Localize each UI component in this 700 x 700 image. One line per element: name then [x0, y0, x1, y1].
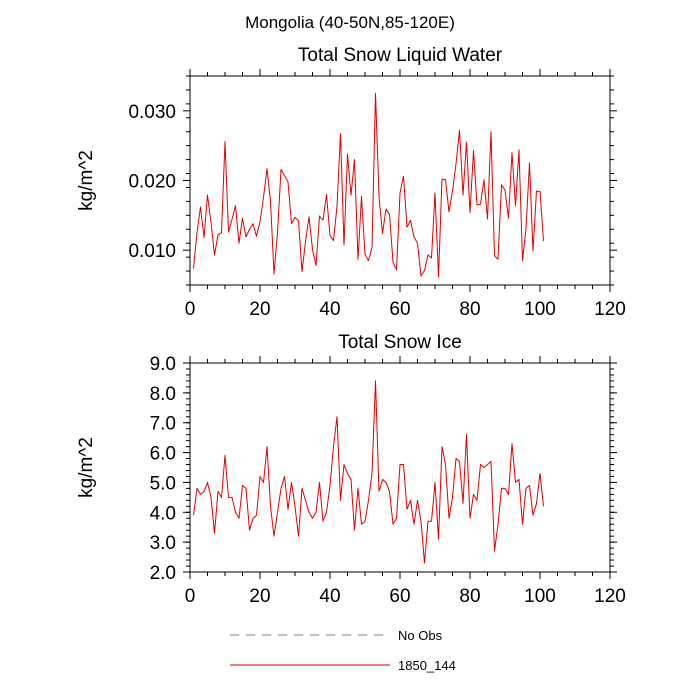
- series-line-1850-144: [193, 380, 544, 564]
- chart-title: Total Snow Liquid Water: [298, 45, 503, 66]
- x-tick-label: 80: [459, 586, 480, 607]
- legend: No Obs 1850_144: [230, 628, 456, 673]
- x-tick-label: 100: [524, 299, 556, 320]
- y-tick-label: 2.0: [150, 563, 176, 584]
- x-tick-label: 60: [389, 299, 410, 320]
- x-tick-label: 100: [524, 586, 556, 607]
- y-tick-label: 4.0: [150, 503, 176, 524]
- legend-item-1850-144: 1850_144: [230, 658, 456, 673]
- legend-label-1850-144: 1850_144: [398, 658, 456, 673]
- legend-label-no-obs: No Obs: [398, 628, 443, 643]
- plot-frame: [189, 75, 611, 286]
- x-tick-label: 40: [319, 586, 340, 607]
- x-tick-label: 0: [185, 299, 196, 320]
- page-title: Mongolia (40-50N,85-120E): [245, 13, 455, 32]
- y-tick-label: 0.020: [128, 172, 176, 193]
- chart-total-snow-ice: Total Snow Ice kg/m^2 0 20 40 60 80 100 120 2.0 3.…: [76, 332, 626, 607]
- y-tick-label: 9.0: [150, 354, 176, 375]
- y-tick-label: 3.0: [150, 533, 176, 554]
- series-line-1850-144: [193, 92, 544, 278]
- legend-item-no-obs: No Obs: [230, 628, 443, 643]
- x-tick-label: 120: [594, 586, 626, 607]
- y-axis-label: kg/m^2: [76, 150, 97, 211]
- y-tick-label: 5.0: [150, 473, 176, 494]
- y-tick-label: 0.010: [128, 241, 176, 262]
- y-tick-label: 0.030: [128, 102, 176, 123]
- x-tick-label: 20: [249, 586, 270, 607]
- x-tick-label: 40: [319, 299, 340, 320]
- x-tick-label: 120: [594, 299, 626, 320]
- chart-total-snow-liquid-water: Total Snow Liquid Water kg/m^2 0 20 40 60 80 10…: [76, 45, 626, 320]
- x-tick-label: 0: [185, 586, 196, 607]
- x-tick-label: 60: [389, 586, 410, 607]
- x-tick-label: 20: [249, 299, 270, 320]
- y-tick-label: 8.0: [150, 384, 176, 405]
- y-tick-label: 6.0: [150, 444, 176, 465]
- y-tick-label: 7.0: [150, 414, 176, 435]
- x-tick-label: 80: [459, 299, 480, 320]
- y-axis-label: kg/m^2: [76, 437, 97, 498]
- chart-title: Total Snow Ice: [338, 332, 462, 353]
